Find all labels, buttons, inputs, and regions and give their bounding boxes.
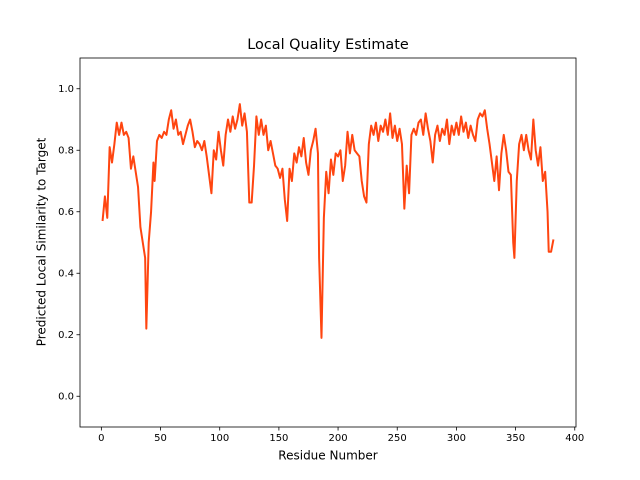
x-tick-label: 50 [154,433,167,444]
x-tick-label: 200 [329,433,348,444]
y-tick-label: 0.2 [58,330,74,341]
y-axis-label: Predicted Local Similarity to Target [35,137,49,346]
chart-title: Local Quality Estimate [247,37,409,53]
data-line [101,103,555,339]
y-tick-label: 1.0 [58,84,74,95]
x-tick-label: 250 [388,433,407,444]
y-tick-label: 0.6 [58,207,74,218]
y-tick-label: 0.0 [58,391,74,402]
x-tick-label: 400 [565,433,584,444]
x-tick-label: 0 [98,433,104,444]
x-tick-label: 150 [269,433,288,444]
y-tick-label: 0.8 [58,145,74,156]
y-tick-label: 0.4 [58,268,74,279]
x-axis-label: Residue Number [278,449,377,463]
x-tick-label: 100 [210,433,229,444]
x-tick-label: 350 [506,433,525,444]
plot-frame [79,57,577,428]
x-tick-label: 300 [447,433,466,444]
